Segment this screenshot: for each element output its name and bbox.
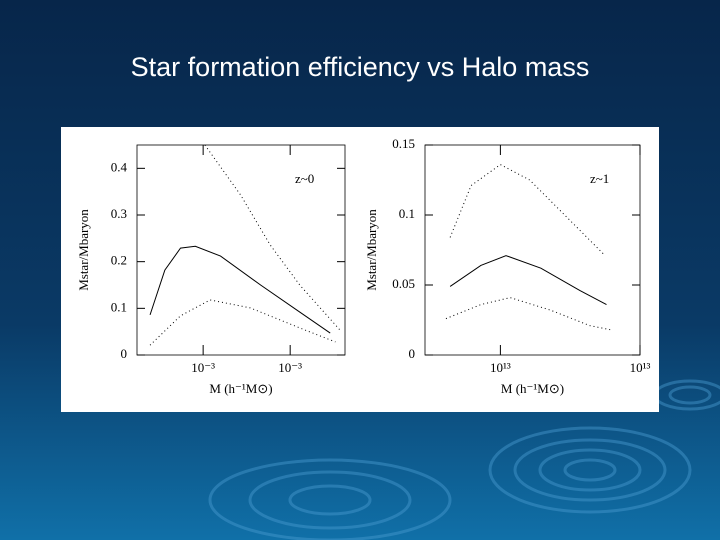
y-tick-label: 0.15 (392, 136, 415, 151)
curve (204, 144, 341, 331)
x-axis-label: M (h⁻¹M⊙) (501, 381, 564, 396)
plot-frame (424, 144, 641, 356)
y-tick-label: 0.3 (111, 206, 127, 221)
x-tick-label: 10⁻³ (191, 360, 215, 375)
annotation: z~1 (590, 171, 609, 186)
y-tick-label: 0.05 (392, 276, 415, 291)
y-tick-label: 0.1 (399, 206, 415, 221)
y-tick-label: 0.4 (111, 159, 128, 174)
curve (149, 245, 331, 334)
curve (445, 297, 611, 331)
annotation: z~0 (295, 171, 314, 186)
y-axis-label: Mstar/Mbaryon (364, 209, 379, 291)
curve (449, 164, 606, 256)
curve (449, 255, 607, 306)
y-tick-label: 0.2 (111, 253, 127, 268)
figure (61, 127, 659, 412)
y-tick-label: 0.1 (111, 299, 127, 314)
x-tick-label: 10¹³ (490, 360, 511, 375)
plot-frame (136, 144, 346, 356)
y-tick-label: 0 (409, 346, 416, 361)
x-tick-label: 10⁻³ (278, 360, 302, 375)
slide-title: Star formation efficiency vs Halo mass (131, 52, 590, 82)
x-tick-label: 10¹³ (630, 360, 651, 375)
x-axis-label: M (h⁻¹M⊙) (209, 381, 272, 396)
curve (149, 299, 336, 346)
y-axis-label: Mstar/Mbaryon (76, 209, 91, 291)
y-tick-label: 0 (121, 346, 128, 361)
